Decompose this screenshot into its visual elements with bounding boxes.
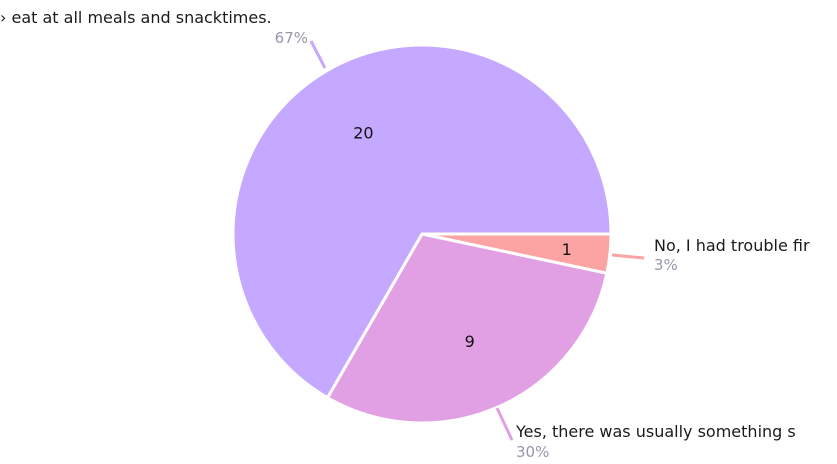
leader-lines-layer — [309, 40, 645, 441]
slice-percent-label-1: 3% — [654, 256, 678, 274]
slice-value-label-2: 9 — [465, 332, 475, 351]
slices-layer — [231, 43, 613, 425]
pie-slice-0[interactable] — [231, 43, 613, 400]
labels-layer: 1 9 20 › eat at all meals and snacktimes.67… — [0, 8, 810, 461]
leader-line-0 — [309, 40, 327, 69]
slice-category-label-2: Yes, there was usually something s — [515, 422, 796, 441]
leader-line-2 — [495, 407, 514, 441]
slice-value-label-0: 20 — [353, 124, 373, 143]
leader-line-1 — [611, 253, 645, 260]
slice-category-label-1: No, I had trouble fir — [654, 236, 810, 255]
slice-value-label-1: 1 — [562, 240, 572, 259]
pie-slice-2[interactable] — [326, 232, 609, 425]
slice-category-label-0: › eat at all meals and snacktimes. — [0, 8, 272, 27]
slice-percent-label-2: 30% — [516, 443, 549, 460]
slice-percent-label-0: 67% — [275, 29, 308, 47]
